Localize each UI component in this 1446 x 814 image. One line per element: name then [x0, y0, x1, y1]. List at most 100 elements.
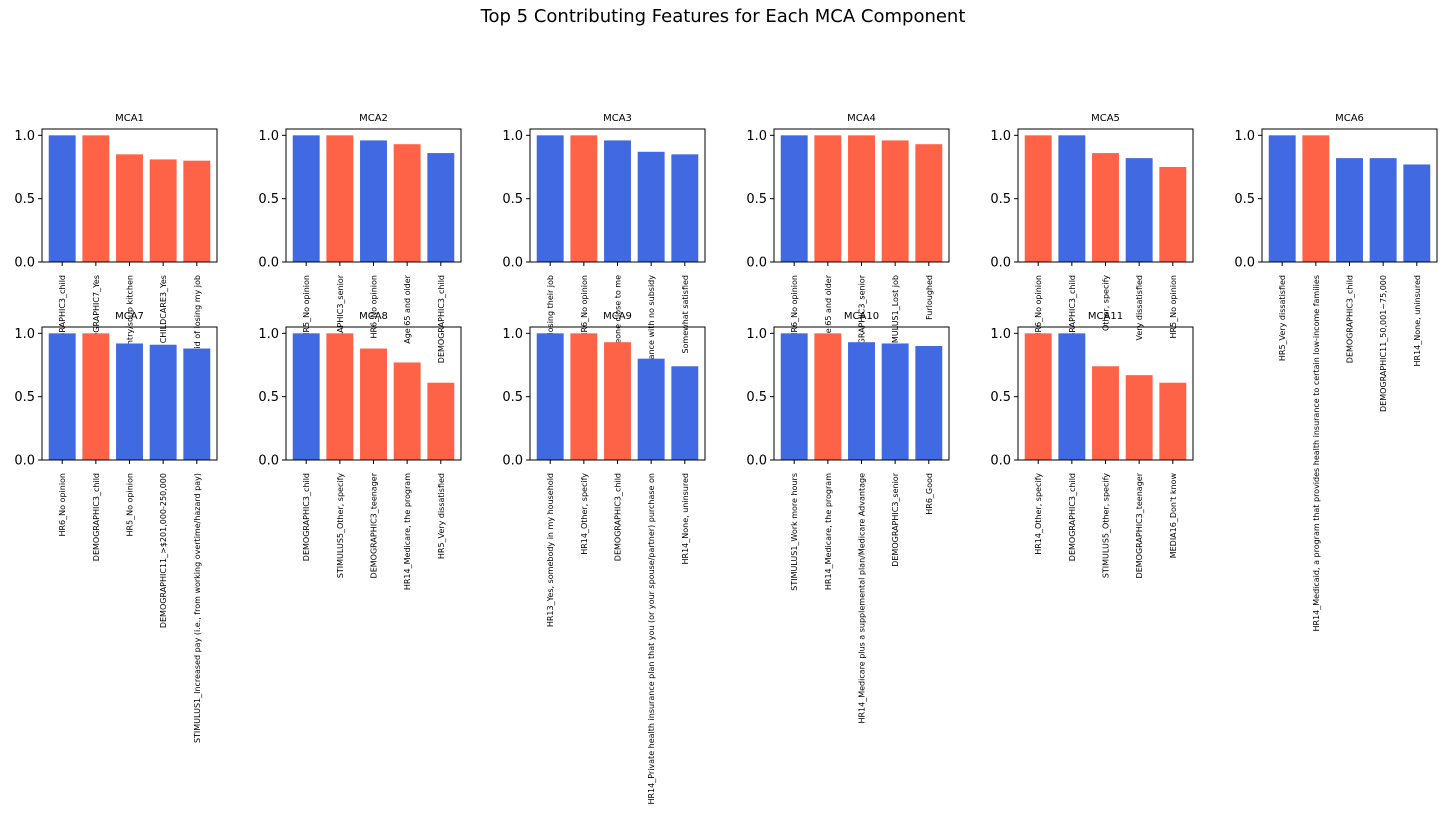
x-tick-label: STIMULUS5_Other, specify — [336, 473, 345, 578]
x-tick-label: HR14_Medicaid, a program that provides h… — [1312, 275, 1321, 632]
x-tick-label: HR14_Other, specify — [580, 473, 589, 555]
bar — [780, 135, 808, 262]
x-tick-label: MEDIA16_Don't know — [1169, 473, 1178, 559]
bar — [780, 333, 808, 460]
y-tick-label: 0.0 — [746, 454, 767, 469]
bar — [604, 140, 631, 262]
x-tick-label: HR14_None, uninsured — [681, 473, 690, 565]
x-tick-label: Somewhat satisfied — [681, 275, 690, 354]
y-tick-label: 0.0 — [14, 454, 35, 469]
x-tick-label: DEMOGRAPHIC3_senior — [891, 472, 900, 566]
bar — [881, 343, 909, 460]
bar — [1092, 366, 1119, 460]
y-tick-label: 0.0 — [502, 454, 523, 469]
x-tick-label: DEMOGRAPHIC3_child — [437, 275, 446, 363]
y-tick-label: 0.5 — [258, 192, 279, 207]
subplot-mca11: 0.0 0.5 1.0 HR14_Other, specify DEMOGRAPHIC3… — [990, 326, 1194, 578]
subplot-mca9: 0.0 0.5 1.0 HR13_Yes, somebody in my househ… — [502, 326, 706, 805]
subplot-mca2: 0.0 0.5 1.0 HR5_No opinion DEMOGRAPHIC3_seni… — [258, 113, 462, 369]
x-tick-label: DEMOGRAPHIC3_teenager — [1135, 472, 1144, 578]
y-tick-label: 0.5 — [990, 192, 1011, 207]
bar — [149, 344, 177, 460]
bar — [637, 358, 665, 460]
subplot-mca3: 0.0 0.5 1.0 Someone losing their job HR6_No … — [502, 113, 706, 408]
x-tick-label: HR6_Good — [925, 473, 934, 515]
x-tick-label: DEMOGRAPHIC3_child — [1068, 275, 1077, 363]
bar — [149, 159, 177, 262]
x-tick-label: HR6_No opinion — [370, 275, 379, 339]
bar — [1125, 375, 1153, 460]
x-tick-label: HR5_No opinion — [1169, 275, 1178, 339]
bar — [570, 333, 598, 460]
subplot-mca8: 0.0 0.5 1.0 DEMOGRAPHIC3_child STIMULUS5_Oth… — [258, 326, 462, 590]
x-tick-label: DEMOGRAPHIC3_child — [58, 275, 67, 363]
bar — [326, 135, 354, 262]
x-tick-label: STIMULUS1_Lost job — [891, 275, 900, 355]
bar — [427, 382, 455, 460]
x-tick-label: HR14_None, uninsured — [1413, 275, 1422, 367]
bar — [671, 366, 699, 460]
subplot-title: MCA1 — [115, 113, 144, 124]
bar — [183, 160, 211, 262]
bar — [671, 154, 699, 262]
x-tick-label: DEMOGRAPHIC11_>$201,000-250,000 — [159, 473, 168, 628]
x-tick-label: DEMOGRAPHIC3_senior — [858, 274, 867, 368]
bar — [292, 135, 320, 262]
bar — [1302, 135, 1330, 262]
y-tick-label: 0.5 — [258, 390, 279, 405]
subplot-title: MCA5 — [1091, 113, 1120, 124]
bar — [814, 135, 842, 262]
subplot-title: MCA2 — [359, 113, 388, 124]
x-tick-label: STIMULUS5_Other, specify — [1102, 473, 1111, 578]
x-tick-label: HR5_No opinion — [302, 275, 311, 339]
y-tick-label: 0.5 — [502, 192, 523, 207]
bar — [1159, 382, 1187, 460]
y-tick-label: 0.0 — [1234, 256, 1255, 271]
y-tick-label: 1.0 — [990, 129, 1011, 144]
bar — [848, 135, 875, 262]
x-tick-label: HR14_Medicare plus a supplemental plan/M… — [858, 473, 867, 724]
y-tick-label: 0.0 — [990, 454, 1011, 469]
subplot-mca6: 0.0 0.5 1.0 HR5_Very dissatisfied HR14_Medic… — [1234, 113, 1438, 632]
bar — [427, 153, 455, 262]
bar — [82, 333, 110, 460]
y-tick-label: 0.0 — [258, 256, 279, 271]
x-tick-label: HR14_Other, specify — [1034, 473, 1043, 555]
x-tick-label: HR6_No opinion — [1034, 275, 1043, 339]
bar — [360, 140, 387, 262]
x-tick-label: DEMOGRAPHIC3_child — [1346, 275, 1355, 363]
y-tick-label: 0.5 — [14, 192, 35, 207]
y-tick-label: 0.5 — [990, 390, 1011, 405]
bar — [915, 346, 943, 460]
x-tick-label: HR14_Medicare, the program — [403, 473, 412, 590]
subplot-mca10: 0.0 0.5 1.0 STIMULUS1_Work more hours HR14_M… — [746, 326, 950, 724]
x-tick-label: Food pantry/soup kitchen — [126, 275, 135, 377]
x-tick-label: HR5_No opinion — [126, 473, 135, 537]
bar — [82, 135, 110, 262]
y-tick-label: 0.5 — [502, 390, 523, 405]
bar — [1159, 167, 1187, 262]
subplot-mca4: 0.0 0.5 1.0 HR6_No opinion Age 65 and older D… — [746, 113, 950, 369]
y-tick-label: 1.0 — [14, 327, 35, 342]
bar — [604, 342, 631, 460]
x-tick-label: DEMOGRAPHIC3_teenager — [370, 472, 379, 578]
bar — [1024, 333, 1052, 460]
y-tick-label: 0.0 — [14, 256, 35, 271]
bar — [814, 333, 842, 460]
bar — [292, 333, 320, 460]
bar — [1092, 153, 1119, 262]
y-tick-label: 1.0 — [502, 327, 523, 342]
x-tick-label: HR5_Very dissatisfied — [437, 473, 446, 559]
x-tick-label: HR6_No opinion — [58, 473, 67, 537]
bar — [116, 343, 143, 460]
x-tick-label: Other, specify — [1102, 275, 1111, 331]
bar — [637, 151, 665, 262]
bar — [116, 154, 143, 262]
bar — [570, 135, 598, 262]
bar — [1125, 158, 1153, 262]
x-tick-label: DEMOGRAPHIC3_child — [302, 473, 311, 561]
y-tick-label: 0.0 — [258, 454, 279, 469]
subplot-mca7: 0.0 0.5 1.0 HR6_No opinion DEMOGRAPHIC3_chil… — [14, 326, 218, 743]
bar — [183, 348, 211, 460]
